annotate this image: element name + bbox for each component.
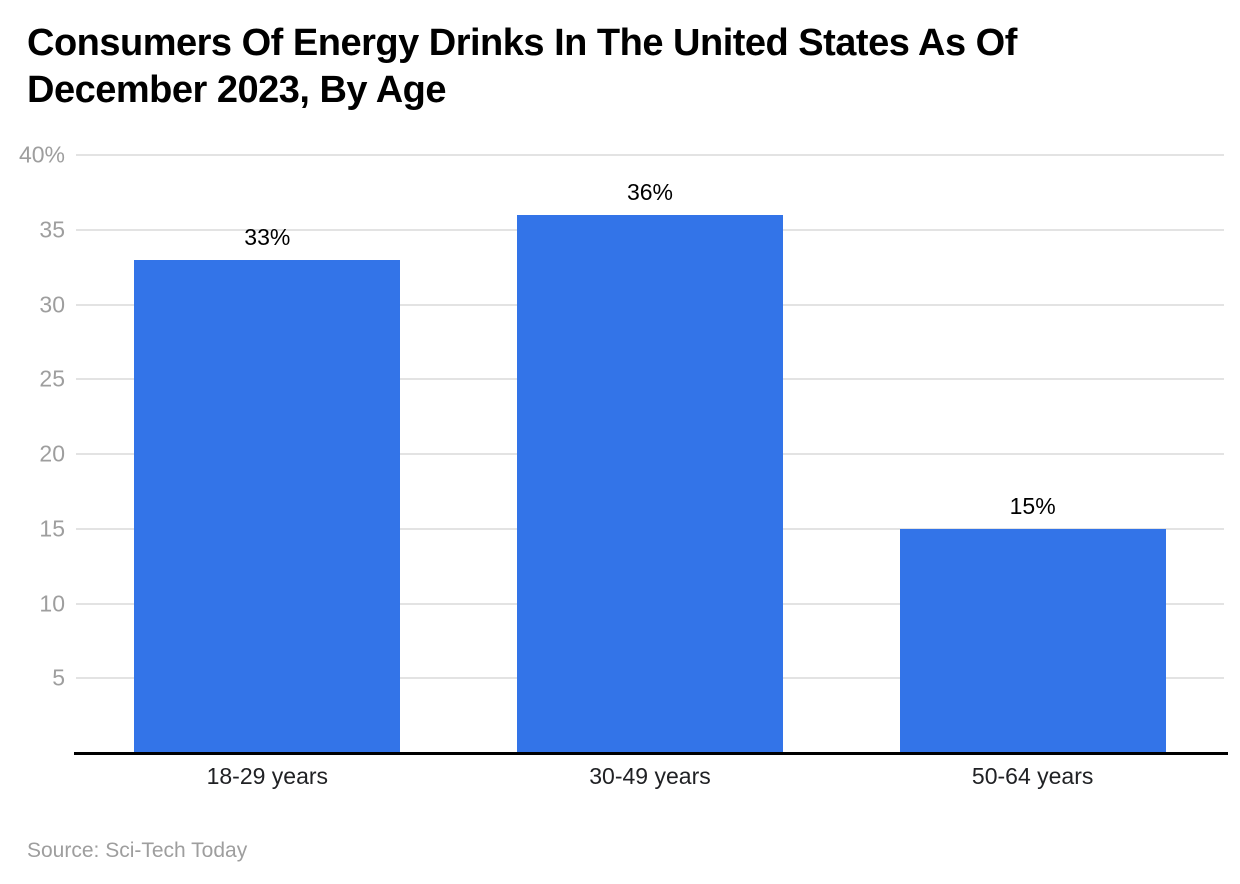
chart-title: Consumers Of Energy Drinks In The United… (27, 22, 1017, 111)
y-tick-label: 10 (39, 590, 65, 616)
y-tick-label: 5 (52, 664, 65, 691)
x-category-label: 50-64 years (971, 763, 1094, 789)
bar-18-29-years[interactable] (134, 259, 401, 753)
bar-50-64-years[interactable] (899, 528, 1166, 753)
gridline (76, 154, 1224, 156)
bar-value-label: 33% (244, 223, 291, 250)
y-tick-label: 20 (39, 440, 65, 467)
y-tick-label: 25 (39, 365, 65, 392)
y-tick-label: 40% (18, 141, 65, 168)
plot-area: 33% 36% 15% (76, 154, 1224, 753)
y-tick-label: 35 (39, 216, 65, 243)
x-category-label: 30-49 years (589, 763, 711, 789)
x-category-label: 18-29 years (206, 763, 329, 789)
bar-30-49-years[interactable] (517, 214, 783, 753)
y-tick-label: 15 (39, 515, 65, 542)
bar-value-label: 15% (1009, 492, 1056, 519)
x-axis-line (74, 752, 1228, 755)
bar-value-label: 36% (626, 178, 674, 205)
y-tick-label: 30 (39, 291, 65, 317)
source-note: Source: Sci-Tech Today (27, 839, 248, 862)
